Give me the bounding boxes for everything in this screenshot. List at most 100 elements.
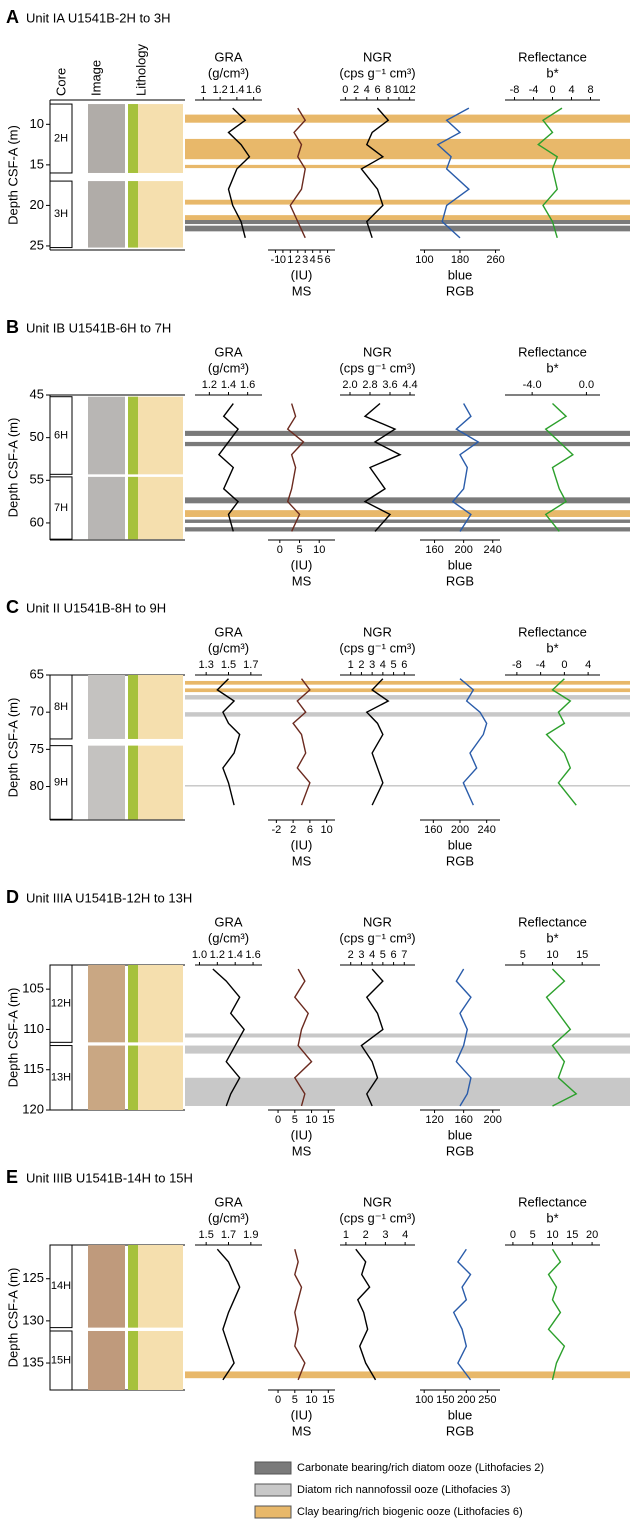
x-tick-label: 2 [348, 949, 354, 961]
x-tick-label: 0 [275, 1394, 281, 1406]
log-curve [216, 1248, 241, 1381]
column-header: Image [88, 60, 103, 96]
x-tick-label: 7 [401, 949, 407, 961]
log-curve [537, 107, 563, 239]
core-label: 9H [54, 776, 68, 788]
x-tick-label: 6 [374, 84, 380, 96]
x-tick-label: 1 [200, 84, 206, 96]
x-tick-label: -8 [512, 659, 522, 671]
x-tick-label: 2 [353, 84, 359, 96]
track-unit: blue [448, 837, 473, 852]
track-unit: (g/cm³) [208, 930, 249, 945]
x-tick-label: 200 [484, 1114, 502, 1126]
panel-title: Unit IIIA U1541B-12H to 13H [26, 890, 192, 905]
x-tick-label: 120 [425, 1114, 443, 1126]
log-curve [227, 107, 251, 239]
track-name: Reflectance [518, 49, 587, 64]
x-tick-label: 10 [321, 824, 333, 836]
x-tick-label: 4 [364, 84, 370, 96]
x-tick-label: 6 [391, 949, 397, 961]
panel-letter: D [6, 887, 19, 907]
facies-band [185, 1371, 630, 1379]
track-name: NGR [363, 914, 392, 929]
x-tick-label: 15 [322, 1394, 334, 1406]
track-unit: blue [448, 557, 473, 572]
facies-band [185, 688, 630, 693]
legend-swatch [254, 1505, 292, 1519]
panel-title: Unit IA U1541B-2H to 3H [26, 10, 171, 25]
x-tick-label: 15 [576, 949, 588, 961]
facies-band [185, 510, 630, 517]
core-label: 14H [51, 1280, 71, 1292]
x-tick-label: 1.2 [202, 379, 217, 391]
track-unit: (g/cm³) [208, 360, 249, 375]
log-curve [212, 968, 245, 1107]
core [49, 476, 73, 540]
core-image [88, 181, 125, 248]
x-tick-label: 3 [358, 949, 364, 961]
core-label: 12H [51, 998, 71, 1010]
core-image [88, 675, 125, 739]
x-tick-label: 2 [295, 254, 301, 266]
track-unit: (cps g⁻¹ cm³) [339, 65, 415, 80]
track-name: RGB [446, 1143, 474, 1158]
core-image [88, 476, 125, 540]
x-tick-label: 10 [305, 1394, 317, 1406]
track-unit: (IU) [291, 1127, 313, 1142]
column-header: Core [53, 68, 68, 96]
facies-band [185, 1033, 630, 1038]
x-tick-label: 6 [324, 254, 330, 266]
core-image [88, 1330, 125, 1390]
x-tick-label: 15 [566, 1229, 578, 1241]
track-name: MS [292, 1423, 312, 1438]
core [49, 745, 73, 820]
x-tick-label: 20 [586, 1229, 598, 1241]
x-tick-label: -2 [271, 824, 281, 836]
y-tick-label: 105 [22, 981, 44, 996]
log-curve [544, 403, 574, 532]
track-unit: (g/cm³) [208, 65, 249, 80]
track-name: MS [292, 853, 312, 868]
track-unit: (cps g⁻¹ cm³) [339, 1210, 415, 1225]
facies-band [185, 114, 630, 123]
track-name: GRA [214, 624, 243, 639]
track-name: RGB [446, 853, 474, 868]
x-tick-label: 5 [380, 949, 386, 961]
x-tick-label: 5 [520, 949, 526, 961]
x-tick-label: 150 [436, 1394, 454, 1406]
core-label: 3H [54, 208, 68, 220]
panel-letter: B [6, 317, 19, 337]
x-tick-label: 8 [385, 84, 391, 96]
track-unit: (cps g⁻¹ cm³) [339, 930, 415, 945]
track-unit: (g/cm³) [208, 1210, 249, 1225]
y-tick-label: 75 [30, 741, 44, 756]
facies-band [185, 680, 630, 685]
x-tick-label: 5 [530, 1229, 536, 1241]
track-unit: (IU) [291, 1407, 313, 1422]
x-tick-label: 160 [424, 824, 442, 836]
x-tick-label: 1 [348, 659, 354, 671]
x-tick-label: 2 [290, 824, 296, 836]
core-label: 8H [54, 701, 68, 713]
core [49, 103, 73, 174]
core-label: 13H [51, 1072, 71, 1084]
y-tick-label: 60 [30, 514, 44, 529]
x-tick-label: 8 [587, 84, 593, 96]
facies-band [185, 695, 630, 700]
panel-title: Unit IB U1541B-6H to 7H [26, 320, 171, 335]
panel-letter: E [6, 1167, 18, 1187]
x-tick-label: 100 [415, 254, 433, 266]
track-unit: b* [546, 360, 558, 375]
track-unit: b* [546, 930, 558, 945]
x-tick-label: 1.5 [199, 1229, 214, 1241]
track-unit: b* [546, 1210, 558, 1225]
log-curve [436, 107, 470, 239]
x-tick-label: -4 [536, 659, 546, 671]
y-tick-label: 70 [30, 704, 44, 719]
lithology-minor [128, 675, 138, 739]
x-tick-label: 200 [451, 824, 469, 836]
log-curve [365, 678, 390, 806]
x-tick-label: 1.2 [212, 84, 227, 96]
x-tick-label: 160 [454, 1114, 472, 1126]
